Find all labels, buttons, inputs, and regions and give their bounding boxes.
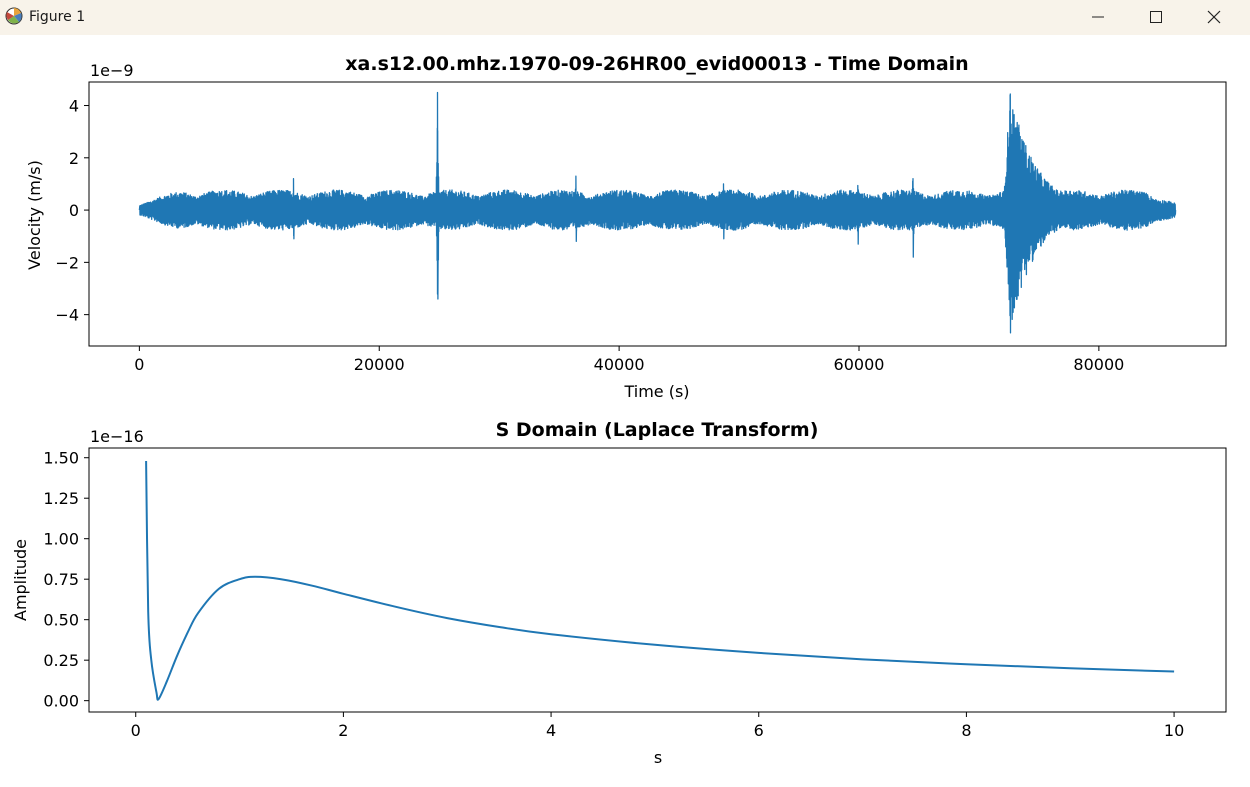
time-domain-title: xa.s12.00.mhz.1970-09-26HR00_evid00013 -…: [345, 53, 968, 75]
figure-svg: xa.s12.00.mhz.1970-09-26HR00_evid00013 -…: [11, 53, 1227, 767]
s-domain-y-tick-label: 0.00: [43, 692, 79, 711]
time-domain-y-tick-label: 2: [69, 149, 79, 168]
window-titlebar: Figure 1: [0, 0, 1250, 35]
time-domain-ylabel: Velocity (m/s): [25, 160, 44, 270]
maximize-icon: [1150, 11, 1162, 23]
close-button[interactable]: [1185, 0, 1243, 35]
s-domain-frame: [88, 447, 1227, 713]
time-domain-y-tick-label: −2: [55, 253, 79, 272]
time-domain-x-tick-label: 40000: [594, 355, 645, 374]
s-domain-xlabel: s: [654, 748, 662, 767]
time-domain-x-tick-label: 0: [134, 355, 144, 374]
s-domain-x-tick-label: 2: [338, 721, 348, 740]
time-domain-xlabel: Time (s): [623, 382, 689, 401]
s-domain-series-line: [145, 460, 1175, 701]
s-domain-y-tick-label: 0.25: [43, 651, 79, 670]
minimize-icon: [1092, 16, 1104, 18]
s-domain-x-tick-label: 10: [1164, 721, 1184, 740]
s-domain-axes: S Domain (Laplace Transform) 1e−16 Ampli…: [11, 419, 1227, 767]
s-domain-title: S Domain (Laplace Transform): [496, 419, 819, 441]
s-domain-offset-label: 1e−16: [90, 427, 144, 446]
time-domain-x-tick-label: 60000: [834, 355, 885, 374]
time-domain-y-tick-label: −4: [55, 306, 79, 325]
close-icon: [1207, 10, 1221, 24]
s-domain-ticks: 0 2 4 6 8 10 0.00 0.25 0.50 0.75 1.00 1.25 1.50: [43, 449, 1184, 740]
figure-canvas: xa.s12.00.mhz.1970-09-26HR00_evid00013 -…: [0, 35, 1250, 783]
time-domain-axes: xa.s12.00.mhz.1970-09-26HR00_evid00013 -…: [25, 53, 1227, 401]
s-domain-y-tick-label: 1.50: [43, 449, 79, 468]
s-domain-x-tick-label: 0: [131, 721, 141, 740]
s-domain-y-tick-label: 1.00: [43, 530, 79, 549]
time-domain-ticks: 0 20000 40000 60000 80000 −4 −2 0 2 4: [55, 97, 1124, 374]
s-domain-y-tick-label: 0.75: [43, 570, 79, 589]
s-domain-y-tick-label: 1.25: [43, 489, 79, 508]
time-domain-series: [138, 91, 1177, 334]
time-domain-series-line: [138, 91, 1177, 334]
s-domain-x-tick-label: 8: [961, 721, 971, 740]
s-domain-series: [145, 460, 1175, 701]
matplotlib-logo-icon: [5, 7, 23, 25]
s-domain-ylabel: Amplitude: [11, 539, 30, 621]
time-domain-frame: [88, 81, 1227, 347]
time-domain-y-tick-label: 4: [69, 97, 79, 116]
time-domain-y-tick-label: 0: [69, 201, 79, 220]
s-domain-x-tick-label: 4: [546, 721, 556, 740]
maximize-button[interactable]: [1127, 0, 1185, 35]
time-domain-x-tick-label: 80000: [1073, 355, 1124, 374]
s-domain-y-tick-label: 0.50: [43, 611, 79, 630]
minimize-button[interactable]: [1069, 0, 1127, 35]
window-title: Figure 1: [29, 9, 86, 25]
time-domain-x-tick-label: 20000: [354, 355, 405, 374]
s-domain-x-tick-label: 6: [754, 721, 764, 740]
time-domain-offset-label: 1e−9: [90, 61, 134, 80]
